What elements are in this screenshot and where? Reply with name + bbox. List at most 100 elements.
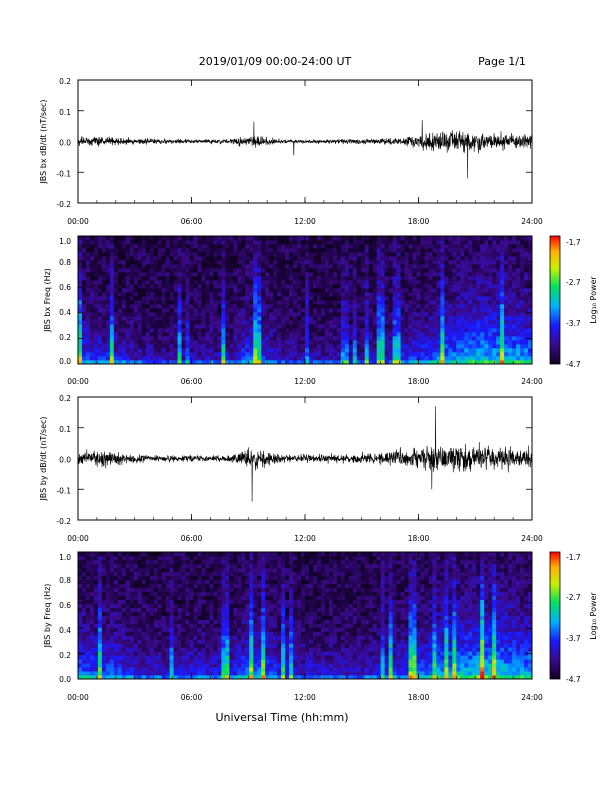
bx-spectrogram-cell	[488, 352, 493, 357]
by-spectrogram-cell	[197, 615, 202, 620]
by-dbdt-xtick-label: 18:00	[408, 534, 430, 543]
bx-spectrogram-cell	[221, 248, 226, 253]
by-spectrogram-cell	[181, 591, 186, 597]
bx-spectrogram-cell	[161, 320, 167, 325]
bx-spectrogram-cell	[129, 360, 135, 365]
bx-spectrogram-cell	[492, 252, 497, 257]
bx-spectrogram-cell	[177, 332, 182, 337]
bx-spectrogram-cell	[380, 332, 386, 337]
bx-spectrogram-cell	[205, 272, 210, 277]
bx-spectrogram-cell	[305, 296, 310, 301]
by-spectrogram-cell	[169, 567, 174, 573]
bx-spectrogram-cell	[145, 348, 151, 353]
bx-spectrogram-cell	[320, 312, 326, 317]
by-spectrogram-cell	[78, 583, 83, 589]
bx-spectrogram-cell	[137, 308, 143, 313]
bx-spectrogram-cell	[432, 260, 437, 265]
bx-spectrogram-cell	[320, 352, 326, 357]
bx-spectrogram-cell	[424, 284, 429, 289]
bx-spectrogram-cell	[404, 320, 409, 325]
bx-spectrogram-cell	[500, 348, 505, 353]
bx-spectrogram-cell	[308, 360, 314, 365]
bx-spectrogram-cell	[412, 304, 417, 309]
by-spectrogram-cell	[181, 552, 186, 557]
bx-spectrogram-cell	[161, 264, 167, 269]
bx-spectrogram-cell	[368, 312, 374, 317]
bx-spectrogram-cell	[85, 332, 91, 337]
by-spectrogram-cell	[169, 563, 174, 569]
bx-spectrogram-cell	[408, 276, 413, 281]
bx-spectrogram-cell	[412, 340, 417, 345]
bx-spectrogram-cell	[225, 352, 230, 357]
by-spectrogram-cell	[173, 607, 178, 612]
bx-spectrogram-cell	[289, 356, 294, 361]
bx-spectrogram-cell	[257, 300, 262, 305]
by-spectrogram-cell	[173, 599, 178, 604]
by-spectrogram-cell	[185, 571, 190, 577]
bx-spectrogram-cell	[392, 312, 397, 317]
bx-spectrogram-cell	[265, 344, 270, 349]
by-spectrogram-cell	[157, 555, 163, 561]
by-spectrogram-cell	[121, 643, 127, 648]
bx-spectrogram-cell	[285, 272, 290, 277]
bx-spectrogram-cell	[193, 336, 198, 341]
by-spectrogram-cell	[133, 559, 139, 565]
bx-spectrogram-cell	[368, 288, 374, 293]
bx-spectrogram-cell	[360, 256, 366, 261]
by-spectrogram-cell	[133, 675, 139, 680]
bx-spectrogram-cell	[428, 300, 433, 305]
bx-spectrogram-cell	[392, 276, 397, 281]
bx-spectrogram-cell	[177, 316, 182, 321]
bx-spectrogram-cell	[209, 340, 214, 345]
by-spectrogram-cell	[209, 563, 214, 569]
by-spectrogram-cell	[209, 615, 214, 620]
bx-spectrogram-cell	[484, 280, 489, 285]
bx-spectrogram-cell	[380, 324, 386, 329]
bx-spectrogram-cell	[101, 312, 107, 317]
bx-spectrogram-cell	[113, 320, 119, 325]
bx-spectrogram-cell	[460, 284, 465, 289]
by-spectrogram-cell	[157, 611, 163, 616]
bx-spectrogram-cell	[141, 356, 147, 361]
bx-spectrogram-cell	[428, 264, 433, 269]
by-spectrogram-cell	[101, 607, 107, 612]
bx-spectrogram-cell	[420, 244, 425, 249]
by-spectrogram-cell	[161, 635, 167, 640]
bx-spectrogram-cell	[301, 280, 306, 285]
bx-spectrogram-cell	[281, 244, 286, 249]
bx-spectrogram-cell	[336, 268, 342, 273]
bx-spectrogram-cell	[384, 248, 390, 253]
bx-spectrogram-cell	[340, 240, 346, 245]
bx-dbdt-xtick-label: 00:00	[67, 217, 89, 226]
bx-spectrogram-cell	[269, 240, 274, 245]
by-spectrogram-cell	[221, 667, 226, 672]
by-dbdt-ytick-label: 0.0	[59, 456, 71, 465]
bx-spectrogram-cell	[460, 352, 465, 357]
bx-spectrogram-cell	[205, 260, 210, 265]
by-spectrogram-cell	[229, 571, 234, 577]
bx-spectrogram-cell	[316, 244, 322, 249]
by-spectrogram-cell	[149, 651, 155, 656]
bx-spectrogram-cell	[452, 248, 457, 253]
by-spectrogram-cell	[209, 655, 214, 660]
bx-spectrogram-cell	[277, 348, 282, 353]
bx-spectrogram-cell	[97, 332, 103, 337]
bx-spectrogram-cell	[316, 252, 322, 257]
bx-spectrogram-cell	[380, 360, 386, 365]
bx-spectrogram-cell	[85, 272, 91, 277]
bx-spectrogram-cell	[81, 332, 87, 337]
bx-spectrogram-cell	[261, 276, 266, 281]
bx-spectrogram-cell	[380, 356, 386, 361]
bx-spectrogram-cell	[336, 248, 342, 253]
bx-spectrogram-cell	[420, 324, 425, 329]
bx-spectrogram-cell	[396, 312, 401, 317]
bx-spectrogram-cell	[277, 344, 282, 349]
bx-spectrogram-cell	[157, 360, 163, 365]
bx-spectrogram-cell	[308, 292, 314, 297]
bx-spectrogram-cell	[400, 284, 405, 289]
by-spectrogram-cell	[85, 667, 91, 672]
by-spectrogram-cell	[237, 655, 242, 660]
bx-spectrogram-cell	[121, 352, 127, 357]
bx-spectrogram-cell	[109, 292, 115, 297]
bx-spectrogram-cell	[157, 328, 163, 333]
